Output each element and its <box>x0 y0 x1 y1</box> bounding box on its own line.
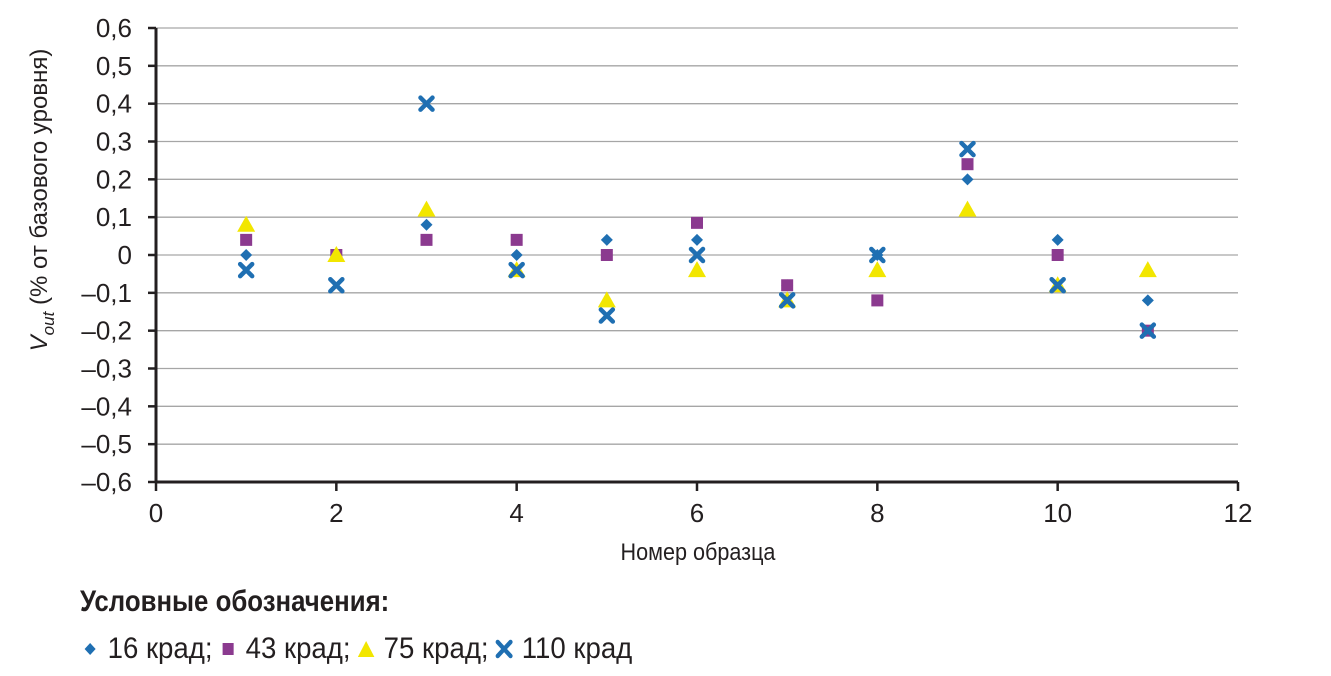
data-point-triangle <box>597 291 616 308</box>
x-tick-label: 6 <box>690 498 704 528</box>
data-point-x <box>1049 277 1066 294</box>
legend-label: 43 крад <box>245 632 343 665</box>
data-point-square <box>510 233 523 246</box>
y-tick-label: –0,1 <box>81 278 132 308</box>
data-point-x <box>598 307 616 324</box>
data-point-square <box>961 158 974 171</box>
data-point-x <box>1139 322 1157 339</box>
data-point-diamond <box>691 233 703 246</box>
y-axis-label-subscript: out <box>39 310 58 335</box>
legend-label: 16 крад <box>107 632 205 665</box>
data-point-diamond <box>1051 233 1064 246</box>
legend-item-110: 110 крад <box>494 632 638 666</box>
series-4 <box>237 95 1157 339</box>
data-point-x <box>508 261 525 279</box>
y-tick-label: 0,6 <box>96 13 132 43</box>
y-tick-label: –0,6 <box>81 467 132 497</box>
data-point-triangle <box>958 200 977 217</box>
series-2 <box>240 158 1154 337</box>
legend-label: 110 крад <box>521 632 633 665</box>
y-tick-label: 0,4 <box>96 89 132 119</box>
data-point-diamond <box>510 249 523 261</box>
data-point-square <box>600 249 613 261</box>
data-point-diamond <box>240 249 253 261</box>
y-axis-label-text: (% от базового уровня) <box>26 49 53 312</box>
x-tick-label: 12 <box>1224 498 1253 528</box>
legend: 16 крад; 43 крад; 75 крад; 110 крад <box>80 632 638 666</box>
data-point-diamond <box>600 233 613 246</box>
y-tick-label: 0,1 <box>96 202 132 232</box>
y-tick-label: –0,2 <box>81 316 132 346</box>
y-tick-label: 0,2 <box>96 164 132 194</box>
square-marker-icon <box>222 643 234 655</box>
data-point-square <box>240 233 253 246</box>
y-tick-label: 0,3 <box>96 127 132 157</box>
y-axis-label-symbol: V <box>26 333 53 351</box>
x-tick-label: 4 <box>509 498 523 528</box>
diamond-marker-icon <box>84 643 96 655</box>
x-tick-label: 8 <box>870 498 884 528</box>
data-point-diamond <box>420 218 433 231</box>
legend-title: Условные обозначения: <box>80 585 390 618</box>
data-point-triangle <box>237 215 256 232</box>
x-axis-label: Номер образца <box>621 538 776 565</box>
series-1 <box>240 173 1154 307</box>
data-point-x <box>418 95 435 112</box>
y-axis-label: Vout (% от базового уровня) <box>26 49 58 352</box>
data-point-square <box>420 233 433 246</box>
data-point-triangle <box>868 261 887 278</box>
data-point-triangle <box>417 200 436 217</box>
data-point-x <box>869 246 886 264</box>
legend-separator: ; <box>480 632 489 665</box>
y-tick-label: –0,4 <box>81 391 132 421</box>
x-tick-label: 10 <box>1043 498 1072 528</box>
legend-item-75: 75 крад; <box>356 632 494 666</box>
data-point-triangle <box>327 246 346 262</box>
data-point-square <box>1051 249 1064 261</box>
data-point-square <box>781 279 794 292</box>
triangle-marker-icon <box>357 641 375 657</box>
data-point-x <box>778 292 796 309</box>
legend-separator: ; <box>342 632 351 665</box>
legend-separator: ; <box>204 632 213 665</box>
y-tick-label: –0,3 <box>81 354 132 384</box>
data-point-square <box>691 216 703 229</box>
data-point-x <box>328 277 345 294</box>
x-tick-label: 0 <box>149 498 163 528</box>
x-tick-label: 2 <box>329 498 343 528</box>
y-tick-label: 0,5 <box>96 51 132 81</box>
x-marker-icon <box>495 639 513 659</box>
data-point-triangle <box>1138 261 1157 278</box>
data-point-diamond <box>961 173 974 186</box>
data-point-diamond <box>1141 294 1154 307</box>
data-point-x <box>237 261 255 279</box>
data-point-x <box>959 140 976 158</box>
y-tick-label: –0,5 <box>81 429 132 459</box>
legend-item-16: 16 крад; <box>80 632 218 666</box>
data-point-triangle <box>688 261 706 278</box>
y-tick-label: 0 <box>118 240 132 270</box>
data-point-square <box>871 294 884 307</box>
data-point-x <box>688 246 706 264</box>
chart-plot: 0,6 0,5 0,4 0,3 0,2 0,1 0 –0,1 –0,2 –0,3 –0,4 –0,5 –… <box>26 13 1253 565</box>
legend-item-43: 43 крад; <box>218 632 356 666</box>
legend-label: 75 крад <box>383 632 481 665</box>
